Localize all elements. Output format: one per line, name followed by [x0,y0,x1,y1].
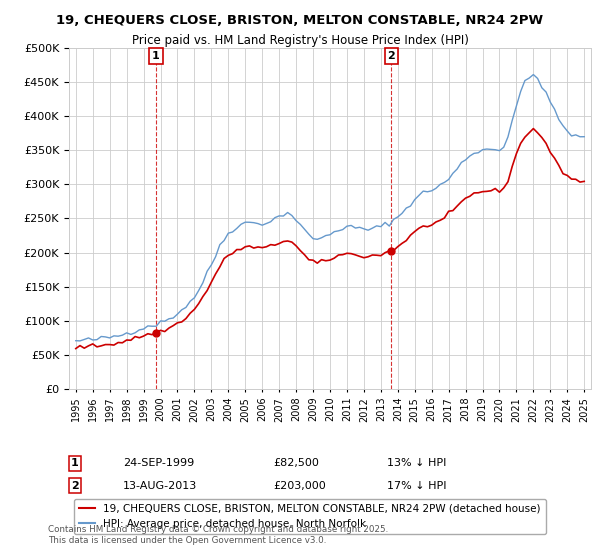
Text: 24-SEP-1999: 24-SEP-1999 [123,458,194,468]
Text: 13-AUG-2013: 13-AUG-2013 [123,480,197,491]
Text: £82,500: £82,500 [273,458,319,468]
Text: 2: 2 [388,51,395,61]
Text: Price paid vs. HM Land Registry's House Price Index (HPI): Price paid vs. HM Land Registry's House … [131,34,469,46]
Text: 1: 1 [152,51,160,61]
Text: 17% ↓ HPI: 17% ↓ HPI [387,480,446,491]
Text: 19, CHEQUERS CLOSE, BRISTON, MELTON CONSTABLE, NR24 2PW: 19, CHEQUERS CLOSE, BRISTON, MELTON CONS… [56,14,544,27]
Text: 1: 1 [71,458,79,468]
Text: £203,000: £203,000 [273,480,326,491]
Legend: 19, CHEQUERS CLOSE, BRISTON, MELTON CONSTABLE, NR24 2PW (detached house), HPI: A: 19, CHEQUERS CLOSE, BRISTON, MELTON CONS… [74,498,546,534]
Text: Contains HM Land Registry data © Crown copyright and database right 2025.
This d: Contains HM Land Registry data © Crown c… [48,525,388,545]
Text: 2: 2 [71,480,79,491]
Text: 13% ↓ HPI: 13% ↓ HPI [387,458,446,468]
